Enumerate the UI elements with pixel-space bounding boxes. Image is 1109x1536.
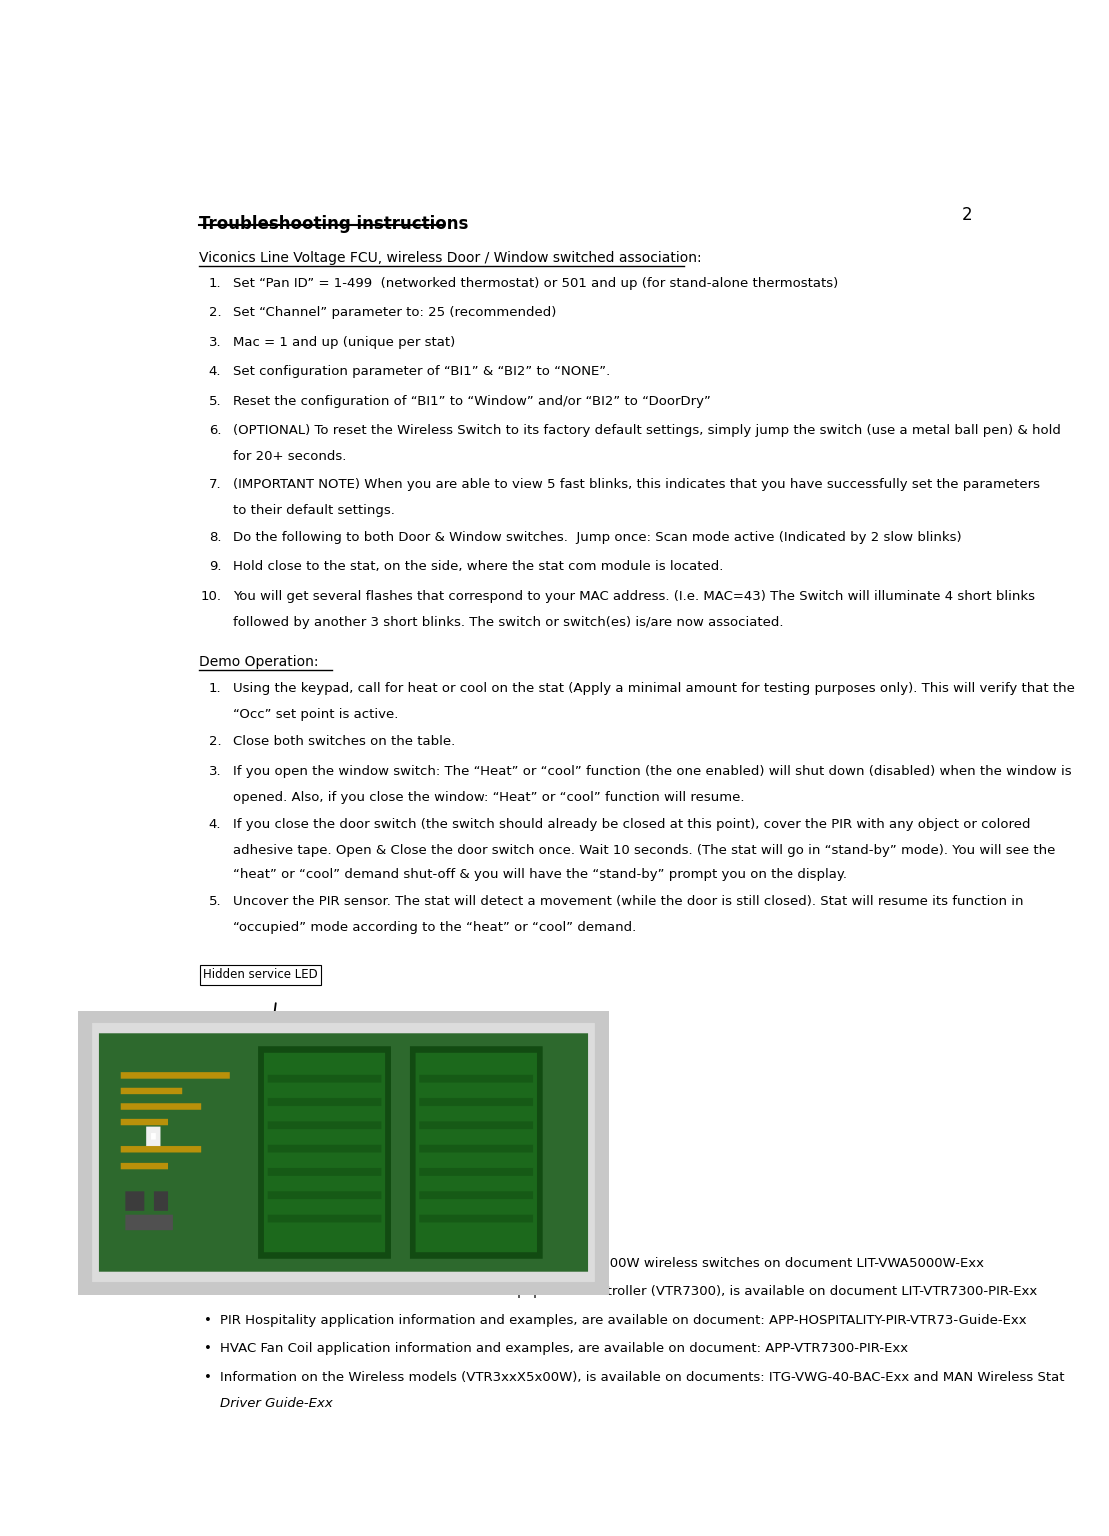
Text: Information on installation & commissioning of the VWA5000W wireless switches on: Information on installation & commission… [221, 1256, 985, 1270]
Text: 10.: 10. [200, 590, 221, 604]
Text: Driver Guide-Exx: Driver Guide-Exx [221, 1396, 333, 1410]
Text: •: • [204, 1313, 212, 1327]
Text: (OPTIONAL) To reset the Wireless Switch to its factory default settings, simply : (OPTIONAL) To reset the Wireless Switch … [233, 424, 1061, 438]
Text: Do the following to both Door & Window switches.  Jump once: Scan mode active (I: Do the following to both Door & Window s… [233, 531, 962, 544]
Text: 5.: 5. [208, 895, 221, 908]
Text: Set “Channel” parameter to: 25 (recommended): Set “Channel” parameter to: 25 (recommen… [233, 306, 557, 319]
Text: •: • [204, 1256, 212, 1270]
Text: Troubleshooting instructions: Troubleshooting instructions [199, 215, 468, 233]
Text: Set “Pan ID” = 1-499  (networked thermostat) or 501 and up (for stand-alone ther: Set “Pan ID” = 1-499 (networked thermost… [233, 276, 838, 290]
Text: 2.: 2. [208, 306, 221, 319]
Text: The additional following documents are available at:: The additional following documents are a… [199, 1229, 599, 1241]
Text: Internal View: Internal View [330, 1190, 413, 1204]
Text: Information on the Wireless models (VTR3xxX5x00W), is available on documents: IT: Information on the Wireless models (VTR3… [221, 1370, 1065, 1384]
Text: “occupied” mode according to the “heat” or “cool” demand.: “occupied” mode according to the “heat” … [233, 922, 637, 934]
Text: (IMPORTANT NOTE) When you are able to view 5 fast blinks, this indicates that yo: (IMPORTANT NOTE) When you are able to vi… [233, 478, 1040, 490]
Text: 9.: 9. [208, 561, 221, 573]
Text: Uncover the PIR sensor. The stat will detect a movement (while the door is still: Uncover the PIR sensor. The stat will de… [233, 895, 1024, 908]
Text: Reset the configuration of “BI1” to “Window” and/or “BI2” to “DoorDry”: Reset the configuration of “BI1” to “Win… [233, 395, 711, 409]
Text: 2: 2 [962, 206, 973, 224]
Text: “Occ” set point is active.: “Occ” set point is active. [233, 708, 398, 722]
Text: 1.: 1. [208, 276, 221, 290]
Text: adhesive tape. Open & Close the door switch once. Wait 10 seconds. (The stat wil: adhesive tape. Open & Close the door swi… [233, 845, 1056, 857]
Text: You will get several flashes that correspond to your MAC address. (I.e. MAC=43) : You will get several flashes that corres… [233, 590, 1035, 604]
Text: Viconics Line Voltage FCU, wireless Door / Window switched association:: Viconics Line Voltage FCU, wireless Door… [199, 250, 701, 264]
Text: 7.: 7. [208, 478, 221, 490]
Text: Mac = 1 and up (unique per stat): Mac = 1 and up (unique per stat) [233, 336, 456, 349]
Text: •: • [204, 1342, 212, 1355]
Text: opened. Also, if you close the window: “Heat” or “cool” function will resume.: opened. Also, if you close the window: “… [233, 791, 744, 803]
Text: 3.: 3. [208, 765, 221, 779]
Text: 3.: 3. [208, 336, 221, 349]
Text: •: • [204, 1370, 212, 1384]
Text: “heat” or “cool” demand shut-off & you will have the “stand-by” prompt you on th: “heat” or “cool” demand shut-off & you w… [233, 868, 847, 882]
Text: 2.: 2. [208, 736, 221, 748]
Text: 1.: 1. [208, 682, 221, 696]
Text: PIR Hospitality application information and examples, are available on document:: PIR Hospitality application information … [221, 1313, 1027, 1327]
Text: www.viconics.com: www.viconics.com [434, 1229, 570, 1241]
Text: HVAC Fan Coil application information and examples, are available on document: A: HVAC Fan Coil application information an… [221, 1342, 908, 1355]
Text: Hold close to the stat, on the side, where the stat com module is located.: Hold close to the stat, on the side, whe… [233, 561, 723, 573]
Text: Hidden service LED: Hidden service LED [203, 969, 318, 982]
Text: Set configuration parameter of “BI1” & “BI2” to “NONE”.: Set configuration parameter of “BI1” & “… [233, 366, 610, 378]
Text: 6.: 6. [208, 424, 221, 438]
Text: If you close the door switch (the switch should already be closed at this point): If you close the door switch (the switch… [233, 819, 1030, 831]
Text: Hidden switch: Hidden switch [405, 1146, 488, 1158]
Text: followed by another 3 short blinks. The switch or switch(es) is/are now associat: followed by another 3 short blinks. The … [233, 616, 784, 630]
Text: Information on installation of the Terminal Equipment Controller (VTR7300), is a: Information on installation of the Termi… [221, 1286, 1038, 1298]
Text: 4.: 4. [208, 819, 221, 831]
Text: Close both switches on the table.: Close both switches on the table. [233, 736, 456, 748]
Text: to their default settings.: to their default settings. [233, 504, 395, 516]
Text: 5.: 5. [208, 395, 221, 409]
Text: 4.: 4. [208, 366, 221, 378]
Text: •: • [204, 1286, 212, 1298]
Text: If you open the window switch: The “Heat” or “cool” function (the one enabled) w: If you open the window switch: The “Heat… [233, 765, 1071, 779]
Text: Using the keypad, call for heat or cool on the stat (Apply a minimal amount for : Using the keypad, call for heat or cool … [233, 682, 1075, 696]
Text: 8.: 8. [208, 531, 221, 544]
Text: for 20+ seconds.: for 20+ seconds. [233, 450, 346, 464]
Text: Demo Operation:: Demo Operation: [199, 654, 318, 670]
